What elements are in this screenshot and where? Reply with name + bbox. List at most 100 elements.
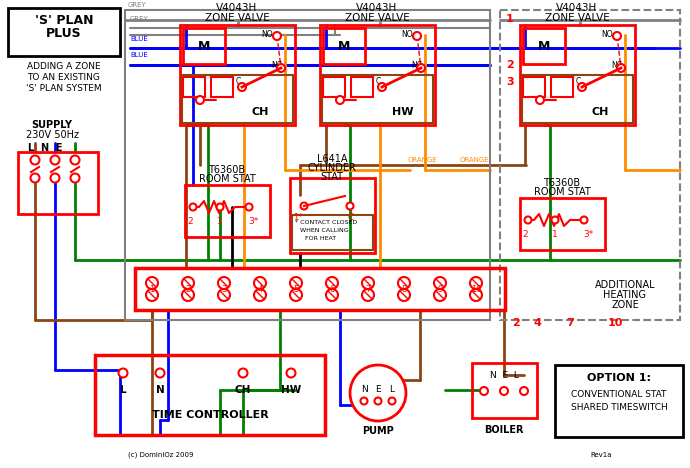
Circle shape: [290, 289, 302, 301]
Circle shape: [613, 32, 621, 40]
Text: NC: NC: [611, 61, 622, 70]
Bar: [18, 152, 98, 214]
Text: 1: 1: [552, 230, 558, 239]
Text: STAT: STAT: [320, 172, 344, 182]
Bar: [135, 268, 505, 310]
Text: NO: NO: [261, 30, 273, 39]
Text: GREY: GREY: [128, 2, 147, 8]
Circle shape: [246, 204, 253, 211]
Bar: [520, 25, 635, 125]
Text: 4: 4: [257, 285, 263, 293]
Circle shape: [146, 289, 158, 301]
Circle shape: [520, 387, 528, 395]
Bar: [500, 10, 680, 320]
Bar: [551, 77, 573, 97]
Circle shape: [470, 289, 482, 301]
Text: V4043H: V4043H: [217, 3, 257, 13]
Bar: [323, 28, 365, 64]
Text: C: C: [347, 213, 353, 222]
Text: 1: 1: [506, 14, 514, 24]
Text: ORANGE: ORANGE: [460, 157, 490, 163]
Text: * CONTACT CLOSED: * CONTACT CLOSED: [295, 220, 357, 225]
Circle shape: [290, 277, 302, 289]
Text: CH: CH: [252, 107, 269, 117]
Text: CH: CH: [592, 107, 609, 117]
Circle shape: [196, 96, 204, 104]
Bar: [323, 77, 345, 97]
Text: ROOM STAT: ROOM STAT: [199, 174, 255, 184]
Circle shape: [190, 204, 197, 211]
Circle shape: [119, 368, 128, 378]
Text: NO: NO: [401, 30, 413, 39]
Text: M: M: [338, 39, 351, 52]
Circle shape: [417, 64, 425, 72]
Text: ORANGE: ORANGE: [408, 157, 437, 163]
Circle shape: [578, 83, 586, 91]
Text: 2: 2: [506, 60, 514, 70]
Text: 7: 7: [566, 318, 574, 328]
Bar: [185, 185, 270, 237]
Text: T6360B: T6360B: [208, 165, 246, 175]
Text: 1*: 1*: [293, 213, 303, 222]
Text: CYLINDER: CYLINDER: [308, 163, 357, 173]
Text: NO: NO: [601, 30, 613, 39]
Text: HEATING: HEATING: [604, 290, 647, 300]
Circle shape: [30, 174, 39, 183]
Text: PUMP: PUMP: [362, 426, 394, 436]
Bar: [472, 363, 537, 418]
Text: 9: 9: [437, 285, 442, 293]
Text: 6: 6: [329, 285, 335, 293]
Circle shape: [480, 387, 488, 395]
Circle shape: [378, 83, 386, 91]
Text: 3*: 3*: [583, 230, 593, 239]
Circle shape: [551, 217, 558, 224]
Text: ADDITIONAL: ADDITIONAL: [595, 280, 656, 290]
Bar: [183, 77, 205, 97]
Circle shape: [350, 365, 406, 421]
Circle shape: [398, 289, 410, 301]
Circle shape: [50, 174, 59, 183]
Text: V4043H: V4043H: [356, 3, 397, 13]
Circle shape: [70, 155, 79, 164]
Text: 8: 8: [402, 285, 406, 293]
Circle shape: [182, 277, 194, 289]
Circle shape: [239, 368, 248, 378]
Text: ROOM STAT: ROOM STAT: [533, 187, 591, 197]
Text: N  E  L: N E L: [490, 371, 518, 380]
Text: ZONE VALVE: ZONE VALVE: [544, 13, 609, 23]
Text: BLUE: BLUE: [130, 36, 148, 42]
Circle shape: [362, 277, 374, 289]
Circle shape: [470, 277, 482, 289]
Circle shape: [301, 203, 308, 210]
Circle shape: [362, 289, 374, 301]
Text: 1: 1: [217, 217, 223, 226]
Bar: [125, 10, 490, 320]
Text: 'S' PLAN SYSTEM: 'S' PLAN SYSTEM: [26, 84, 102, 93]
Circle shape: [218, 277, 230, 289]
Bar: [290, 178, 375, 253]
Circle shape: [326, 289, 338, 301]
Text: M: M: [538, 39, 550, 52]
Bar: [520, 198, 605, 250]
Circle shape: [536, 96, 544, 104]
Text: PLUS: PLUS: [46, 27, 82, 40]
Bar: [523, 77, 545, 97]
Text: 2: 2: [522, 230, 528, 239]
Bar: [292, 215, 373, 250]
Circle shape: [286, 368, 295, 378]
Text: 2: 2: [186, 285, 190, 293]
Text: BOILER: BOILER: [484, 425, 524, 435]
Text: 3: 3: [221, 285, 227, 293]
Text: C: C: [576, 77, 581, 86]
Text: C: C: [236, 77, 241, 86]
Text: T6360B: T6360B: [544, 178, 580, 188]
Circle shape: [146, 277, 158, 289]
Circle shape: [217, 204, 224, 211]
Text: WHEN CALLING: WHEN CALLING: [300, 228, 348, 233]
Text: GREY: GREY: [130, 16, 149, 22]
Circle shape: [50, 155, 59, 164]
Circle shape: [434, 277, 446, 289]
Text: 'S' PLAN: 'S' PLAN: [34, 14, 93, 27]
Text: CH: CH: [235, 385, 251, 395]
Text: 230V 50Hz: 230V 50Hz: [26, 130, 79, 140]
